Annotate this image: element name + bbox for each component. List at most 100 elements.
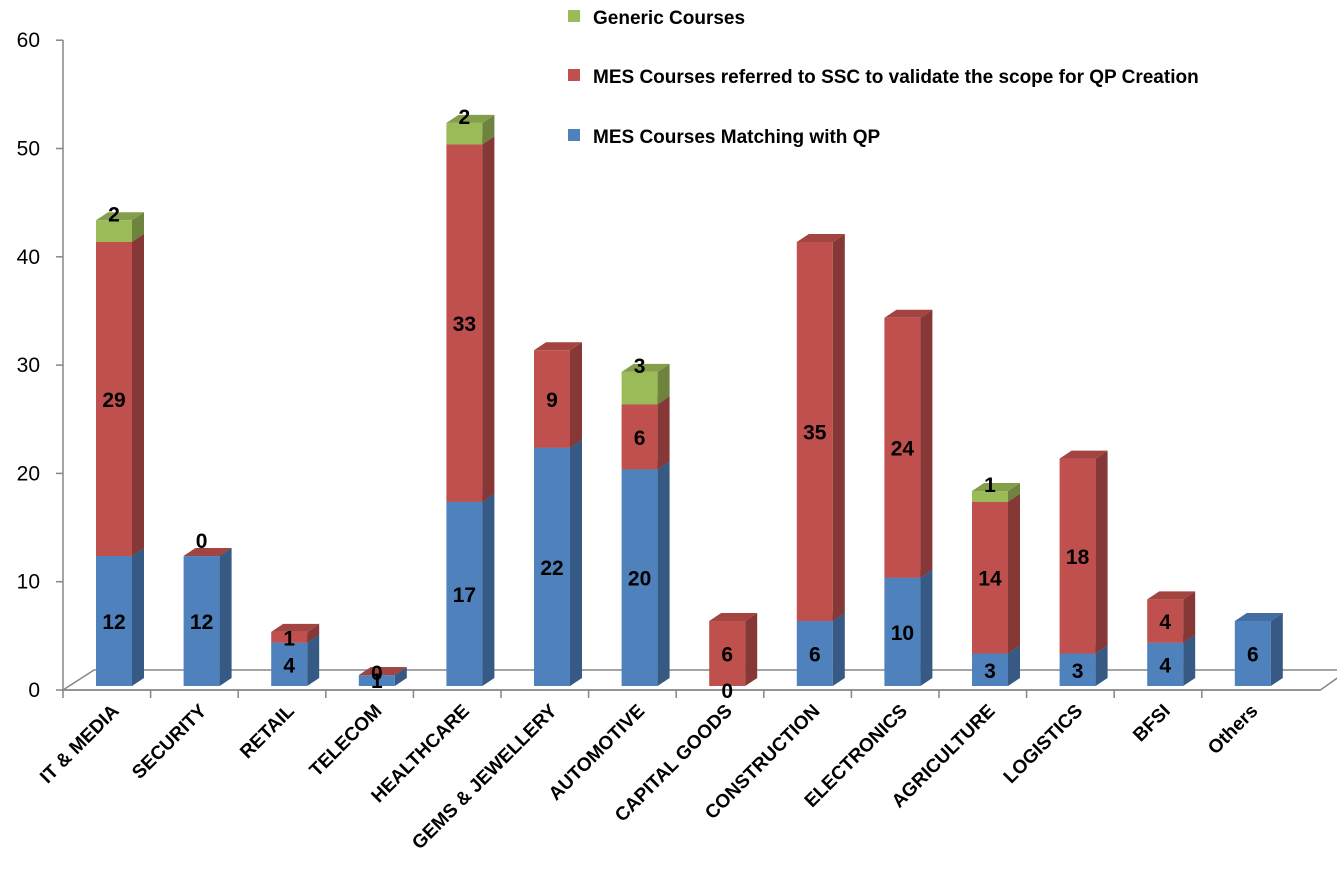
bar-front — [1147, 642, 1184, 686]
bar-side — [132, 212, 144, 242]
bar-top — [1234, 613, 1283, 622]
bar-segment-agriculture-series-3 — [972, 483, 1020, 502]
bar-side — [1095, 645, 1108, 686]
bar-top — [1059, 450, 1108, 459]
bar-front — [96, 241, 132, 557]
bar-top — [972, 483, 1020, 492]
bars — [96, 114, 1283, 686]
bar-front — [972, 653, 1008, 686]
bar-front — [972, 501, 1008, 654]
data-label-it-media-series-1: 12 — [102, 611, 125, 634]
bar-top — [446, 114, 495, 123]
bar-front — [96, 220, 132, 242]
y-tick-label: 60 — [17, 29, 40, 52]
bar-side — [132, 548, 144, 686]
category-label-it-media: IT & MEDIA — [36, 700, 123, 787]
bar-segment-automotive-series-3 — [621, 363, 670, 405]
data-label-capital-goods-series-1: 0 — [721, 680, 733, 703]
data-label-security-series-1: 12 — [190, 611, 213, 634]
bar-side — [1008, 493, 1020, 654]
legend-swatch-series-2 — [568, 69, 580, 81]
category-label-bfsi: BFSI — [1129, 701, 1174, 746]
data-label-construction-series-2: 35 — [803, 421, 827, 444]
bar-front — [796, 621, 833, 686]
bar-side — [1008, 483, 1020, 502]
bar-top — [621, 363, 670, 372]
legend-swatch-series-3 — [568, 10, 580, 22]
category-label-security: SECURITY — [128, 700, 211, 783]
legend-swatch-series-1 — [568, 129, 580, 141]
bar-segment-logistics-series-2 — [1059, 450, 1108, 654]
bar-front — [621, 404, 658, 470]
bar-side — [1008, 645, 1020, 686]
bar-segment-construction-series-1 — [796, 613, 845, 686]
bar-side — [482, 493, 495, 686]
legend-label-series-3: Generic Courses — [593, 8, 745, 29]
bar-front — [621, 371, 658, 405]
bar-front — [446, 122, 483, 145]
bar-side — [394, 667, 407, 686]
category-label-gems-jewellery: GEMS & JEWELLERY — [408, 700, 561, 853]
bar-top — [183, 548, 232, 557]
data-label-construction-series-1: 6 — [809, 644, 821, 667]
bar-front — [183, 556, 220, 686]
bar-segment-retail-series-2 — [271, 623, 320, 643]
bar-front — [358, 675, 395, 686]
bar-side — [657, 396, 670, 470]
bar-side — [219, 548, 232, 686]
bar-side — [920, 309, 933, 578]
data-label-it-media-series-2: 29 — [102, 389, 125, 412]
bar-front — [96, 556, 132, 686]
bar-top — [96, 212, 144, 221]
chart-floor — [60, 669, 1337, 691]
data-label-electronics-series-1: 10 — [891, 622, 914, 645]
bar-top — [709, 613, 758, 622]
data-label-agriculture-series-1: 3 — [984, 660, 996, 683]
bar-side — [832, 613, 845, 686]
bar-segment-capital-goods-series-2 — [709, 613, 758, 686]
bar-segment-automotive-series-1 — [621, 461, 670, 686]
bar-side — [482, 136, 495, 502]
bar-segment-gems-jewellery-series-1 — [534, 439, 582, 686]
bar-side — [307, 634, 320, 686]
bar-side — [920, 569, 933, 686]
bar-front — [271, 642, 308, 686]
bar-side — [1183, 591, 1196, 643]
bar-segment-telecom-series-2 — [358, 667, 407, 676]
bar-segment-agriculture-series-2 — [972, 493, 1020, 654]
bar-front — [1059, 653, 1096, 686]
bar-top — [271, 623, 320, 632]
bar-segment-construction-series-2 — [796, 233, 845, 622]
data-label-security-series-2: 0 — [196, 530, 208, 553]
bar-front — [534, 447, 570, 686]
data-label-automotive-series-2: 6 — [634, 427, 646, 450]
data-label-electronics-series-2: 24 — [891, 438, 915, 461]
data-label-agriculture-series-3: 1 — [984, 474, 996, 497]
bar-side — [657, 461, 670, 686]
bar-front — [534, 350, 570, 448]
data-label-retail-series-1: 4 — [283, 654, 295, 677]
bar-top — [1147, 591, 1196, 600]
bar-side — [832, 233, 845, 622]
category-label-logistics: LOGISTICS — [1000, 701, 1087, 788]
bar-front — [271, 631, 308, 643]
bar-segment-healthcare-series-3 — [446, 114, 495, 145]
bar-segment-electronics-series-2 — [884, 309, 933, 578]
y-tick-label: 10 — [17, 571, 40, 594]
category-label-others: Others — [1204, 701, 1262, 759]
data-label-bfsi-series-2: 4 — [1159, 611, 1171, 634]
bar-segment-security-series-2 — [183, 548, 232, 557]
bar-front — [446, 501, 483, 686]
data-label-logistics-series-1: 3 — [1072, 660, 1084, 683]
bar-front — [884, 577, 921, 686]
bar-front — [446, 144, 483, 502]
bar-side — [1095, 450, 1108, 654]
bar-front — [1234, 621, 1271, 686]
data-label-healthcare-series-3: 2 — [459, 106, 471, 129]
data-label-capital-goods-series-2: 6 — [721, 644, 733, 667]
data-label-bfsi-series-1: 4 — [1159, 654, 1171, 677]
legend-label-series-2: MES Courses referred to SSC to validate … — [593, 67, 1199, 88]
bar-side — [482, 114, 495, 145]
